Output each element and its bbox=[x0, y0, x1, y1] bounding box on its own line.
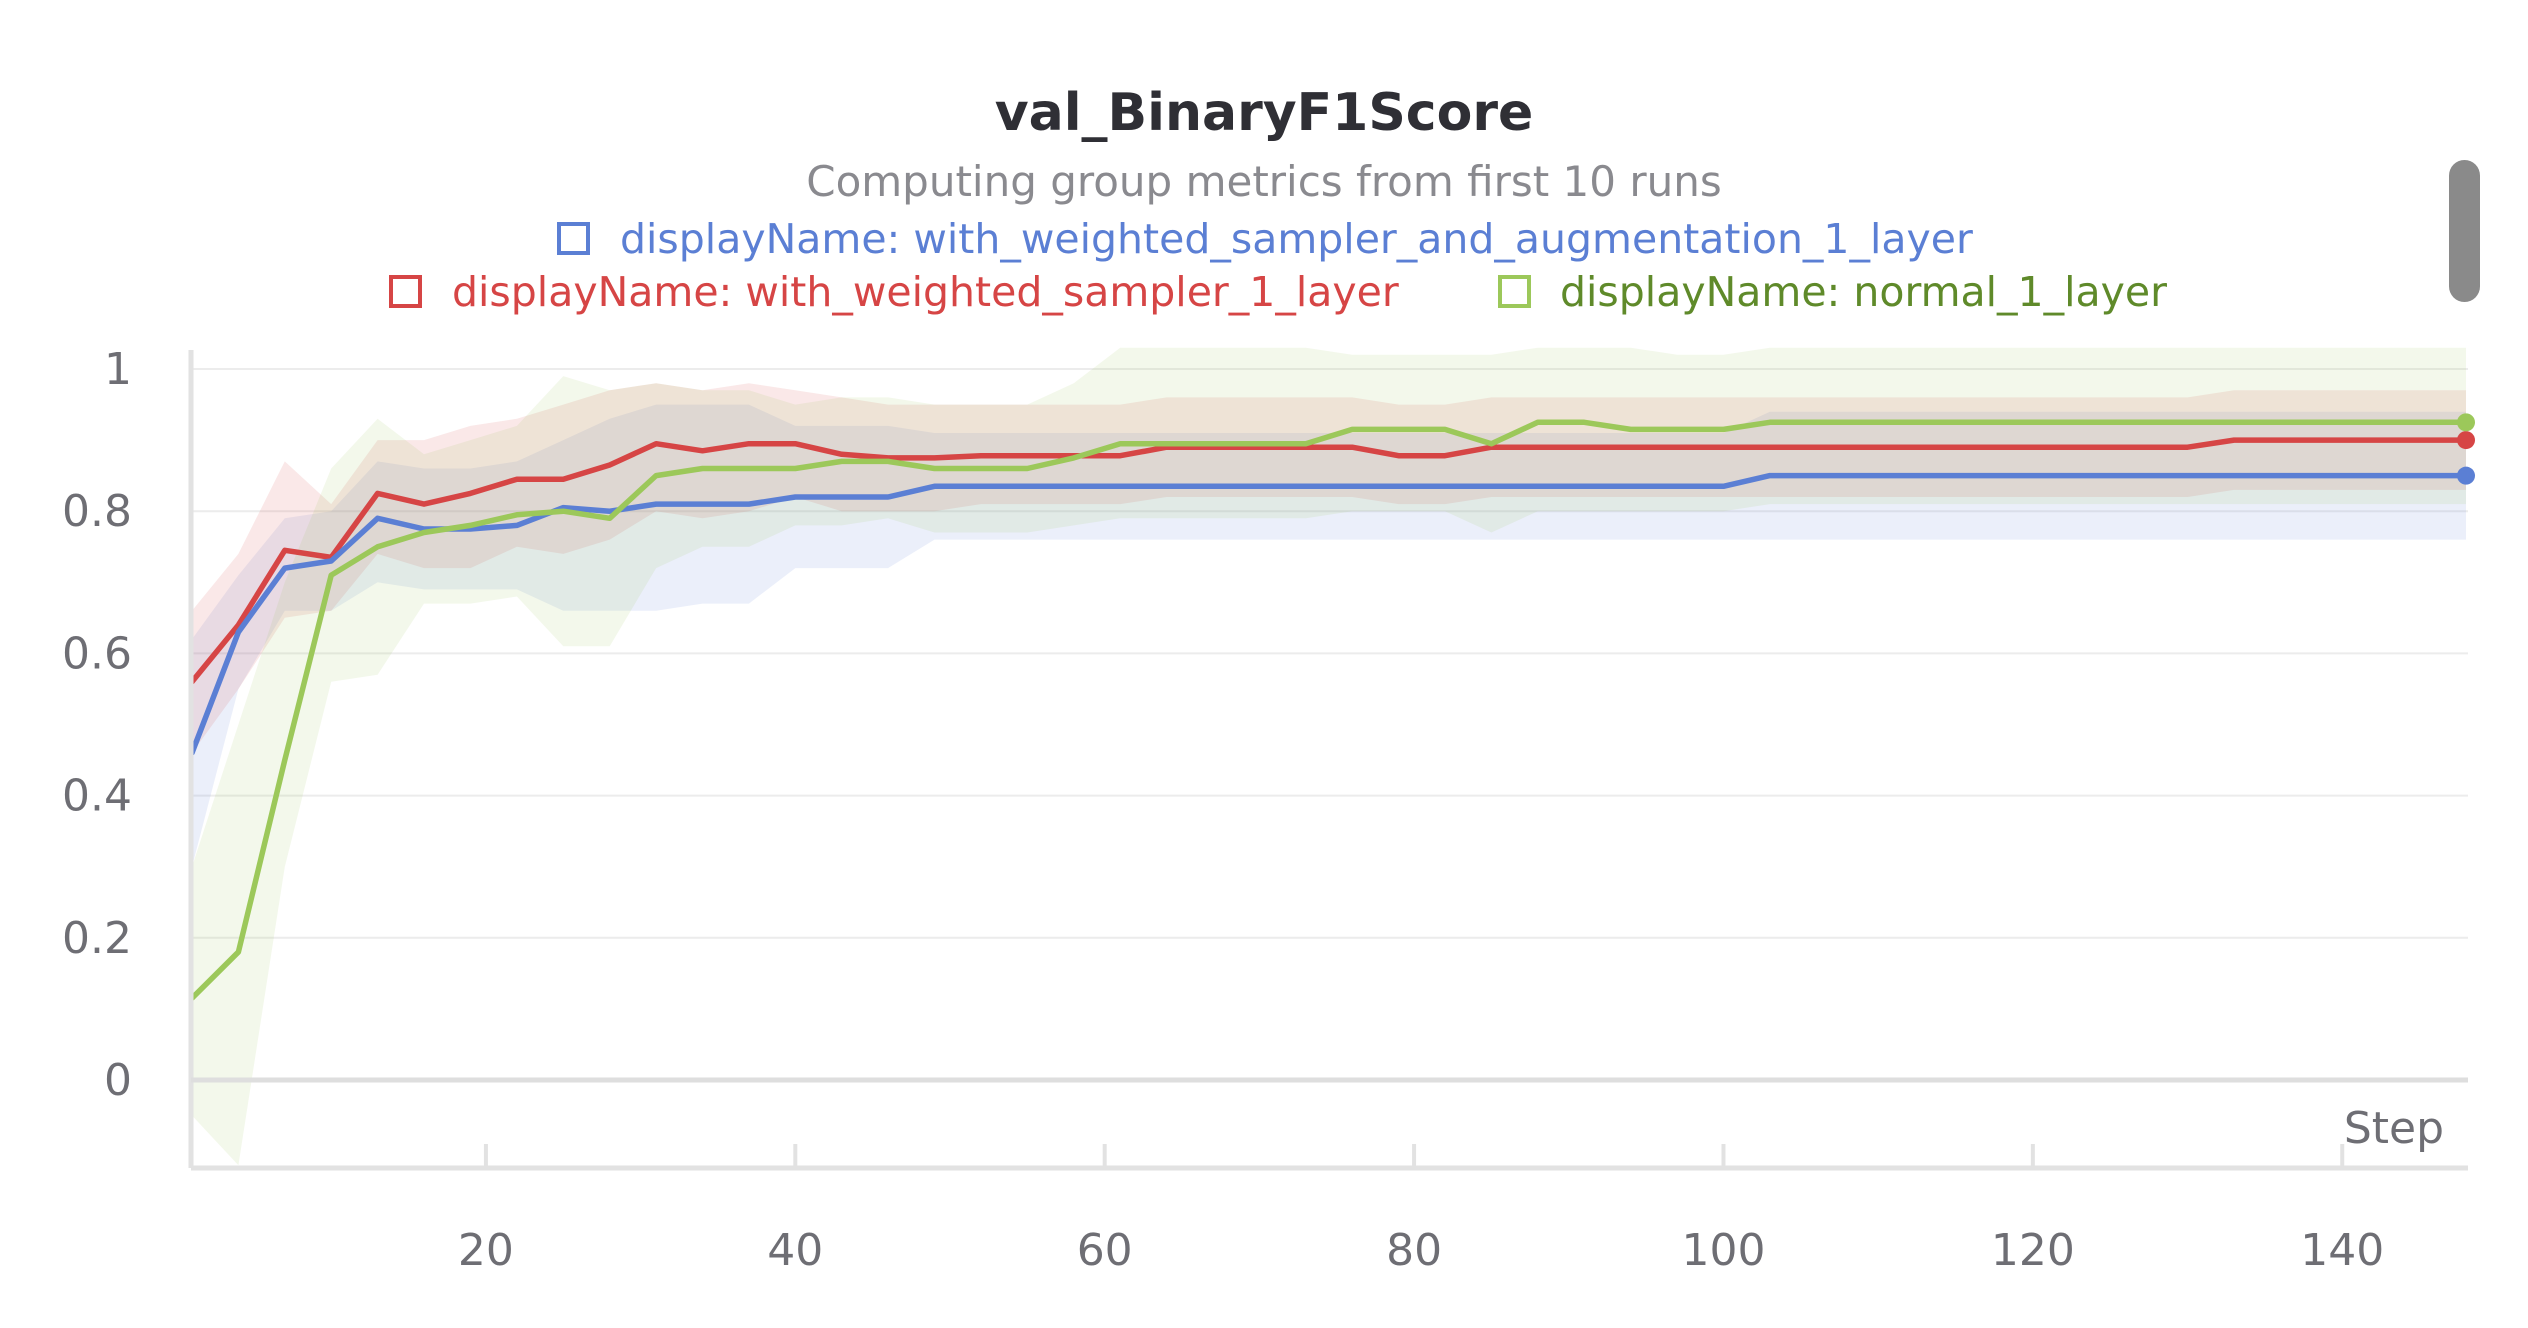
x-tick-label: 120 bbox=[1991, 1225, 2075, 1276]
confidence-bands bbox=[192, 347, 2466, 1166]
chart-subtitle: Computing group metrics from first 10 ru… bbox=[806, 157, 1722, 206]
axes bbox=[188, 350, 2468, 1171]
x-tick-label: 40 bbox=[767, 1225, 823, 1276]
series-line-2[interactable] bbox=[189, 419, 2469, 1001]
legend-item-2[interactable]: displayName: normal_1_layer bbox=[1498, 268, 2167, 316]
x-tick-labels: 20 40 60 80 100 120 140 bbox=[458, 1144, 2384, 1276]
series-endpoint-1[interactable] bbox=[2457, 431, 2475, 450]
x-tick-label: 80 bbox=[1386, 1225, 1442, 1276]
series-band-0 bbox=[192, 404, 2466, 867]
y-tick-label: 0.8 bbox=[62, 486, 132, 537]
series-endpoint-0[interactable] bbox=[2457, 466, 2475, 485]
x-tick-label: 20 bbox=[458, 1225, 514, 1276]
series-endpoint-2[interactable] bbox=[2457, 413, 2475, 432]
chart-title: val_BinaryF1Score bbox=[995, 83, 1534, 143]
series-endpoints bbox=[2457, 413, 2475, 485]
x-axis-label: Step bbox=[2344, 1103, 2444, 1154]
y-tick-label: 1 bbox=[104, 344, 132, 395]
x-tick-label: 140 bbox=[2300, 1225, 2384, 1276]
x-tick-label: 60 bbox=[1077, 1225, 1133, 1276]
legend-swatch-1 bbox=[389, 275, 422, 308]
legend-swatch-2 bbox=[1498, 275, 1531, 308]
series-line-1[interactable] bbox=[189, 437, 2469, 685]
scrollbar-thumb[interactable] bbox=[2449, 160, 2480, 302]
legend-label-2: displayName: normal_1_layer bbox=[1560, 268, 2167, 316]
y-tick-labels: 0 0.2 0.4 0.6 0.8 1 bbox=[62, 344, 132, 1106]
legend: displayName: with_weighted_sampler_and_a… bbox=[389, 215, 2167, 316]
legend-swatch-0 bbox=[557, 222, 590, 255]
y-tick-label: 0.2 bbox=[62, 913, 132, 964]
x-tick-label: 100 bbox=[1681, 1225, 1765, 1276]
y-tick-label: 0.4 bbox=[62, 771, 132, 822]
series-line-0[interactable] bbox=[189, 472, 2469, 756]
legend-label-1: displayName: with_weighted_sampler_1_lay… bbox=[452, 268, 1399, 316]
y-tick-label: 0.6 bbox=[62, 628, 132, 679]
y-tick-label: 0 bbox=[104, 1055, 132, 1106]
series-lines bbox=[189, 419, 2469, 1001]
series-band-2 bbox=[192, 347, 2466, 1166]
legend-label-0: displayName: with_weighted_sampler_and_a… bbox=[620, 215, 1973, 263]
legend-item-0[interactable]: displayName: with_weighted_sampler_and_a… bbox=[557, 215, 1973, 263]
legend-item-1[interactable]: displayName: with_weighted_sampler_1_lay… bbox=[389, 268, 1399, 316]
